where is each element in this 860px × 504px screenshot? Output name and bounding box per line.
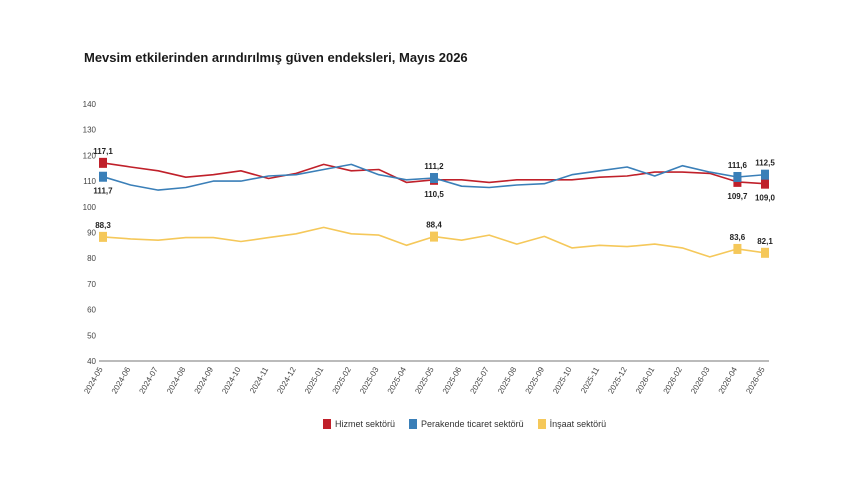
data-label: 110,5 [424,190,444,199]
data-point-marker [733,171,742,182]
x-tick-label: 2026-05 [744,365,767,395]
y-tick-label: 40 [87,357,96,366]
data-point-marker [733,243,742,254]
x-tick-label: 2024-08 [165,365,188,395]
data-point-marker [99,231,107,242]
x-tick-label: 2026-04 [717,365,740,395]
data-point-marker [761,178,769,189]
data-point-marker [99,157,107,168]
x-tick-label: 2024-10 [220,365,243,395]
chart-title: Mevsim etkilerinden arındırılmış güven e… [84,50,468,65]
x-tick-label: 2025-10 [551,365,574,395]
x-tick-label: 2025-09 [524,365,547,395]
y-tick-label: 100 [83,203,97,212]
x-tick-label: 2026-03 [689,365,712,395]
x-tick-label: 2026-02 [662,365,685,395]
legend-label-perakende: Perakende ticaret sektörü [421,419,524,429]
legend-swatch-perakende [409,419,418,429]
x-tick-label: 2025-06 [441,365,464,395]
data-label: 111,2 [424,162,444,171]
data-label: 111,6 [728,161,748,170]
x-tick-label: 2025-02 [331,365,354,395]
y-tick-label: 110 [83,177,96,186]
x-tick-label: 2024-06 [110,365,133,395]
data-label: 112,5 [755,159,775,168]
data-point-marker [761,169,769,180]
y-tick-label: 130 [83,126,97,135]
data-label: 82,1 [757,237,773,246]
legend-item-hizmet[interactable]: Hizmet sektörü [323,419,395,429]
x-tick-label: 2025-11 [579,365,601,395]
x-tick-label: 2025-04 [386,365,409,395]
y-tick-label: 70 [87,280,96,289]
data-label: 109,7 [727,192,748,201]
x-tick-label: 2025-05 [413,365,436,395]
data-point-marker [99,171,107,182]
data-point-marker [430,173,438,184]
x-tick-label: 2024-11 [248,365,270,395]
data-label: 117,1 [93,147,113,156]
x-tick-label: 2025-08 [496,365,519,395]
data-label: 111,7 [93,187,113,196]
x-tick-label: 2025-12 [606,365,629,395]
x-tick-label: 2025-03 [358,365,381,395]
y-tick-label: 60 [87,306,96,315]
y-tick-label: 120 [83,151,97,160]
legend-swatch-insaat [537,419,546,429]
y-tick-label: 140 [83,100,97,109]
data-label: 88,3 [95,221,111,230]
x-tick-label: 2025-01 [303,365,326,395]
legend-item-insaat[interactable]: İnşaat sektörü [537,419,607,429]
y-tick-label: 50 [87,331,96,340]
legend-label-insaat: İnşaat sektörü [549,419,607,429]
data-label: 109,0 [755,194,776,203]
y-tick-label: 90 [87,229,96,238]
legend-label-hizmet: Hizmet sektörü [335,419,396,429]
x-tick-label: 2024-07 [137,365,160,395]
legend: Hizmet sektörü Perakende ticaret sektörü… [323,419,606,429]
legend-swatch-hizmet [323,419,331,429]
x-tick-label: 2024-05 [82,365,105,395]
data-label: 83,6 [730,233,746,242]
x-tick-label: 2026-01 [634,365,657,395]
y-tick-label: 80 [87,254,96,263]
x-tick-label: 2025-07 [468,365,491,395]
x-tick-label: 2024-09 [193,365,216,395]
x-tick-label: 2024-12 [275,365,298,395]
legend-item-perakende[interactable]: Perakende ticaret sektörü [409,419,524,429]
data-point-marker [430,231,438,242]
data-point-marker [761,247,769,258]
data-label: 88,4 [426,221,442,230]
